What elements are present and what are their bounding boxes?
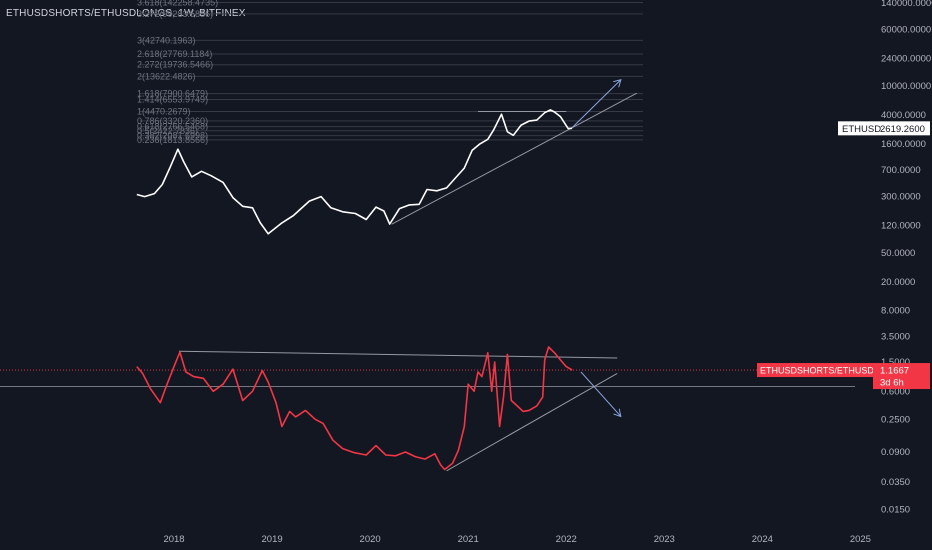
y-tick-label: 20.0000 xyxy=(881,277,915,288)
price-label-name: ETHUSD xyxy=(842,124,881,135)
y-tick-label: 10000.0000 xyxy=(881,81,931,92)
price-label-value: 1.1667 xyxy=(880,366,909,377)
chart-title: ETHUSDSHORTS/ETHUSDLONGS, 1W, BITFINEX xyxy=(6,8,246,19)
price-label-name: ETHUSDSHORTS/ETHUSDLONGS xyxy=(760,366,905,376)
y-tick-label: 0.6000 xyxy=(881,386,910,397)
fib-label: 0.786(3320.2360) xyxy=(137,116,208,126)
x-tick-label: 2022 xyxy=(556,534,577,545)
fib-label: 3(42740.1963) xyxy=(137,35,196,45)
fib-label: 1.414(6553.9749) xyxy=(137,94,208,104)
x-tick-label: 2020 xyxy=(360,534,381,545)
y-tick-label: 1.5000 xyxy=(881,357,910,368)
series-line-ratio xyxy=(136,346,573,471)
x-tick-label: 2019 xyxy=(262,534,283,545)
fib-label: 2(13622.4826) xyxy=(137,71,196,81)
price-label-value-box xyxy=(873,363,930,390)
y-tick-label: 0.0900 xyxy=(881,447,910,458)
fib-label: 0.5(2422.7836) xyxy=(137,126,198,136)
price-label-value: 2619.2600 xyxy=(880,124,925,135)
fib-label: 0.382(2081.6998) xyxy=(137,131,208,141)
fib-label: 3.272(99283.5856) xyxy=(137,9,213,19)
reference-lines xyxy=(0,369,855,387)
series-line-ethusd xyxy=(136,109,573,235)
y-tick-label: 0.0350 xyxy=(881,477,910,488)
series-layer xyxy=(136,109,573,471)
price-labels: ETHUSD2619.2600ETHUSDSHORTS/ETHUSDLONGS1… xyxy=(757,121,930,390)
trendline xyxy=(178,350,618,359)
y-tick-label: 700.0000 xyxy=(881,165,921,176)
y-tick-label: 24000.0000 xyxy=(881,54,931,65)
fib-label: 0.236(1813.8566) xyxy=(137,135,208,145)
y-tick-label: 4000.0000 xyxy=(881,110,926,121)
y-tick-label: 0.2500 xyxy=(881,414,910,425)
x-tick-label: 2021 xyxy=(458,534,479,545)
x-tick-label: 2018 xyxy=(163,534,184,545)
fib-label: 1.618(7900.6479) xyxy=(137,89,208,99)
time-axis: 2018 2019 2020 2021 2022 2023 2024 2025 xyxy=(163,534,871,545)
x-tick-label: 2023 xyxy=(654,534,675,545)
price-label-name-box xyxy=(757,363,873,378)
y-tick-label: 300.0000 xyxy=(881,192,921,203)
x-tick-label: 2025 xyxy=(850,534,871,545)
fib-label: 2.618(27769.1184) xyxy=(137,49,212,59)
trendline xyxy=(391,92,638,225)
projection-arrow xyxy=(570,80,620,129)
trendlines xyxy=(178,80,638,472)
y-tick-label: 140000.0000 xyxy=(881,0,932,9)
fib-label: 1(4470.2679) xyxy=(137,106,191,116)
price-label-box xyxy=(838,121,930,136)
y-tick-label: 3.5000 xyxy=(881,332,910,343)
price-axis: 140000.0000 60000.0000 24000.0000 10000.000… xyxy=(881,0,932,515)
countdown-label: 3d 6h xyxy=(880,378,904,389)
fib-label: 2.272(19736.5466) xyxy=(137,60,213,70)
y-tick-label: 50.0000 xyxy=(881,248,915,259)
y-tick-label: 0.0150 xyxy=(881,504,910,515)
fib-levels: 3.618(142258.4735)3.272(99283.5856) 3(427… xyxy=(137,0,643,145)
trendline xyxy=(446,372,618,472)
fib-label: 3.618(142258.4735) xyxy=(137,0,218,8)
y-tick-label: 60000.0000 xyxy=(881,25,931,36)
y-tick-label: 8.0000 xyxy=(881,306,910,317)
projection-arrow xyxy=(580,371,620,416)
x-tick-label: 2024 xyxy=(752,534,773,545)
y-tick-label: 120.0000 xyxy=(881,220,921,231)
y-tick-label: 1600.0000 xyxy=(881,139,926,150)
fib-label: 0.618(2766.5468) xyxy=(137,122,208,132)
